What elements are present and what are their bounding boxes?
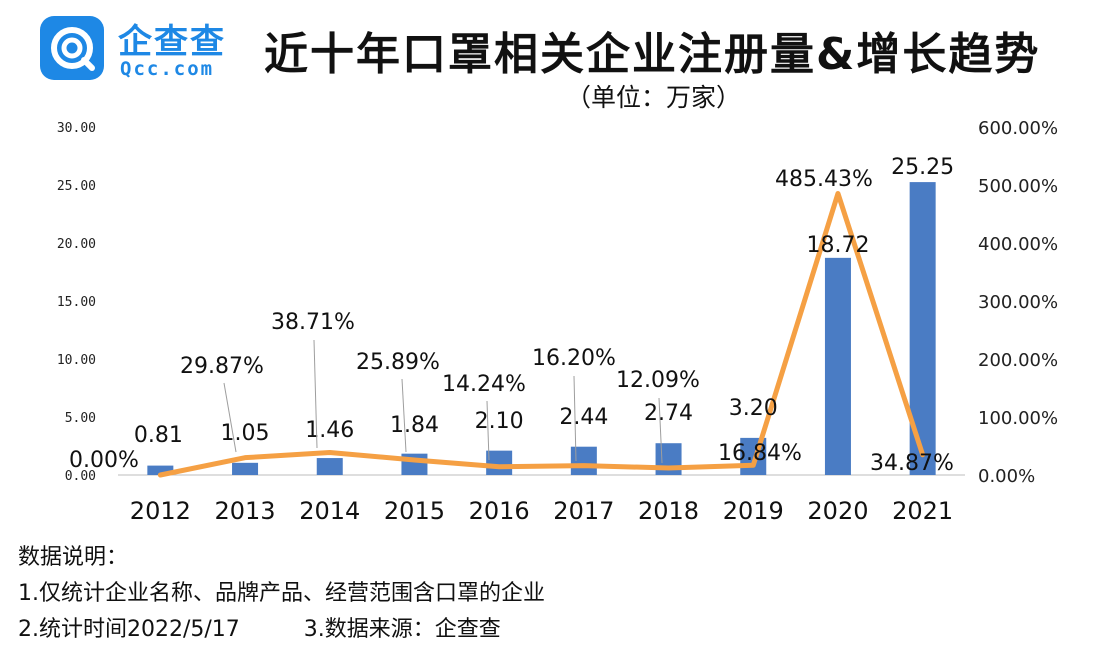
x-tick-label: 2013 [215, 497, 276, 525]
bar [147, 465, 174, 475]
qcc-logo: 企查查 Qcc.com [40, 14, 250, 80]
growth-value-label: 16.84% [718, 441, 802, 466]
y-right-tick-label: 500.00% [978, 176, 1058, 197]
bar-value-label: 25.25 [891, 155, 954, 180]
qcc-logo-icon [40, 16, 104, 80]
bar [824, 257, 851, 475]
y-right-tick-label: 200.00% [978, 350, 1058, 371]
bar-value-label: 18.72 [806, 233, 869, 258]
x-tick-label: 2012 [130, 497, 191, 525]
y-left-tick-label: 15.00 [57, 295, 96, 310]
bar-value-label: 1.46 [305, 418, 354, 443]
y-left-tick-label: 10.00 [57, 353, 96, 368]
bar-value-label: 1.84 [390, 413, 439, 438]
notes-line-3: 3.数据来源：企查查 [303, 617, 501, 642]
bar-value-label: 0.81 [134, 423, 183, 448]
notes-heading: 数据说明： [18, 545, 129, 570]
y-right-tick-label: 400.00% [978, 234, 1058, 255]
x-tick-label: 2017 [553, 497, 614, 525]
growth-value-label: 34.87% [870, 451, 954, 476]
bar-value-label: 2.44 [559, 405, 608, 430]
bar [232, 462, 259, 475]
notes-line-2: 2.统计时间2022/5/17 [18, 617, 240, 642]
y-right-tick-label: 600.00% [978, 118, 1058, 139]
growth-value-label: 29.87% [180, 354, 264, 379]
y-left-tick-label: 30.00 [57, 121, 96, 136]
bar [316, 458, 343, 475]
x-tick-label: 2015 [384, 497, 445, 525]
x-tick-label: 2019 [723, 497, 784, 525]
bar-value-label: 3.20 [729, 396, 778, 421]
logo-domain: Qcc.com [120, 58, 215, 80]
growth-value-label: 14.24% [442, 372, 526, 397]
y-left-tick-label: 0.00 [65, 469, 96, 484]
x-tick-label: 2018 [638, 497, 699, 525]
growth-value-label: 16.20% [532, 346, 616, 371]
bar-value-label: 1.05 [221, 421, 270, 446]
growth-value-label: 25.89% [356, 350, 440, 375]
data-notes: 数据说明： 1.仅统计企业名称、品牌产品、经营范围含口罩的企业 2.统计时间20… [18, 540, 545, 648]
combo-chart: 0.00 5.00 10.00 15.00 20.00 25.00 30.00 0.00% 10… [57, 118, 1058, 525]
growth-value-label: 485.43% [775, 167, 873, 192]
bar-value-label: 2.74 [644, 401, 693, 426]
x-tick-label: 2014 [299, 497, 360, 525]
chart-title: 近十年口罩相关企业注册量&增长趋势 [264, 29, 1041, 80]
label-leader-line [658, 397, 663, 464]
x-tick-label: 2020 [807, 497, 868, 525]
bar [486, 450, 513, 475]
y-left-tick-label: 20.00 [57, 237, 96, 252]
label-leader-line [223, 382, 237, 453]
x-tick-label: 2021 [892, 497, 953, 525]
label-leader-line [313, 339, 318, 449]
unit-label: （单位：万家） [566, 83, 742, 112]
bar-value-label: 2.10 [475, 409, 524, 434]
notes-line-1: 1.仅统计企业名称、品牌产品、经营范围含口罩的企业 [18, 581, 545, 606]
y-left-tick-label: 25.00 [57, 179, 96, 194]
x-tick-label: 2016 [469, 497, 530, 525]
label-leader-line [573, 375, 577, 462]
logo-name: 企查查 [118, 22, 226, 62]
bar [570, 446, 597, 475]
growth-value-label: 12.09% [616, 368, 700, 393]
label-leader-line [486, 400, 490, 461]
y-right-tick-label: 100.00% [978, 408, 1058, 429]
growth-value-label: 0.00% [69, 448, 139, 473]
label-leader-line [401, 378, 407, 453]
y-right-tick-label: 0.00% [978, 466, 1035, 487]
y-left-tick-label: 5.00 [65, 411, 96, 426]
y-right-tick-label: 300.00% [978, 292, 1058, 313]
growth-line [157, 190, 926, 478]
growth-value-label: 38.71% [271, 310, 355, 335]
